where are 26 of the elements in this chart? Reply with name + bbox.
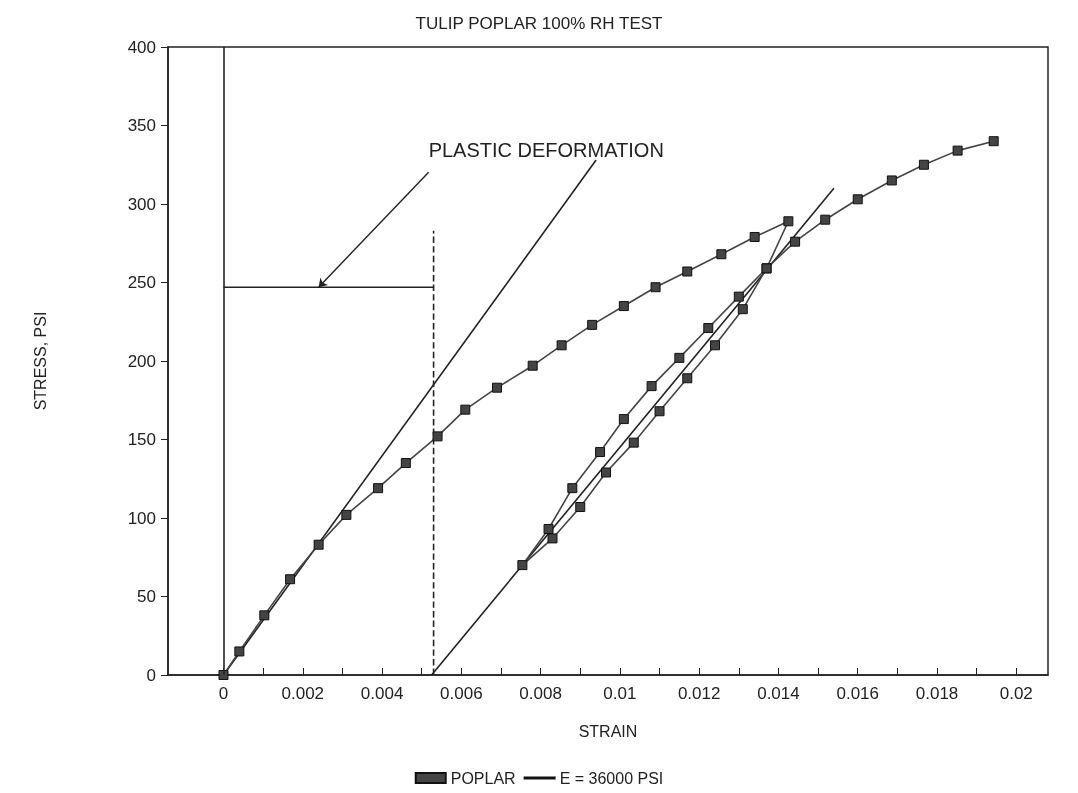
x-axis-title: STRAIN [578, 722, 638, 740]
y-axis-title: STRESS, PSI [31, 311, 49, 411]
y-tick-label: 50 [137, 587, 156, 606]
x-tick-label: 0.02 [999, 684, 1033, 703]
y-tick-label: 100 [127, 508, 156, 528]
y-tick-label: 350 [127, 116, 156, 135]
annotation: PLASTIC DEFORMATION [428, 139, 664, 162]
x-tick-label: 0.004 [360, 684, 404, 703]
x-tick-label: 0.01 [603, 684, 637, 703]
x-tick-label: 0.014 [757, 684, 800, 703]
legend-label: E = 36000 PSI [559, 769, 664, 787]
y-tick-label: 0 [146, 665, 156, 685]
x-tick-label: 0 [218, 684, 229, 703]
x-tick-label: 0.016 [836, 684, 879, 703]
y-tick-label: 300 [127, 194, 156, 214]
x-tick-label: 0.008 [519, 684, 562, 703]
y-tick-label: 150 [127, 430, 156, 449]
y-tick-label: 200 [127, 351, 156, 371]
chart-title: TULIP POPLAR 100% RH TEST [415, 14, 663, 33]
y-tick-label: 400 [127, 37, 156, 57]
x-tick-label: 0.012 [677, 684, 721, 703]
legend-label: POPLAR [450, 769, 516, 787]
x-tick-label: 0.002 [281, 684, 325, 703]
x-tick-label: 0.018 [915, 684, 959, 703]
y-tick-label: 250 [127, 273, 156, 292]
x-tick-label: 0.006 [440, 684, 483, 703]
